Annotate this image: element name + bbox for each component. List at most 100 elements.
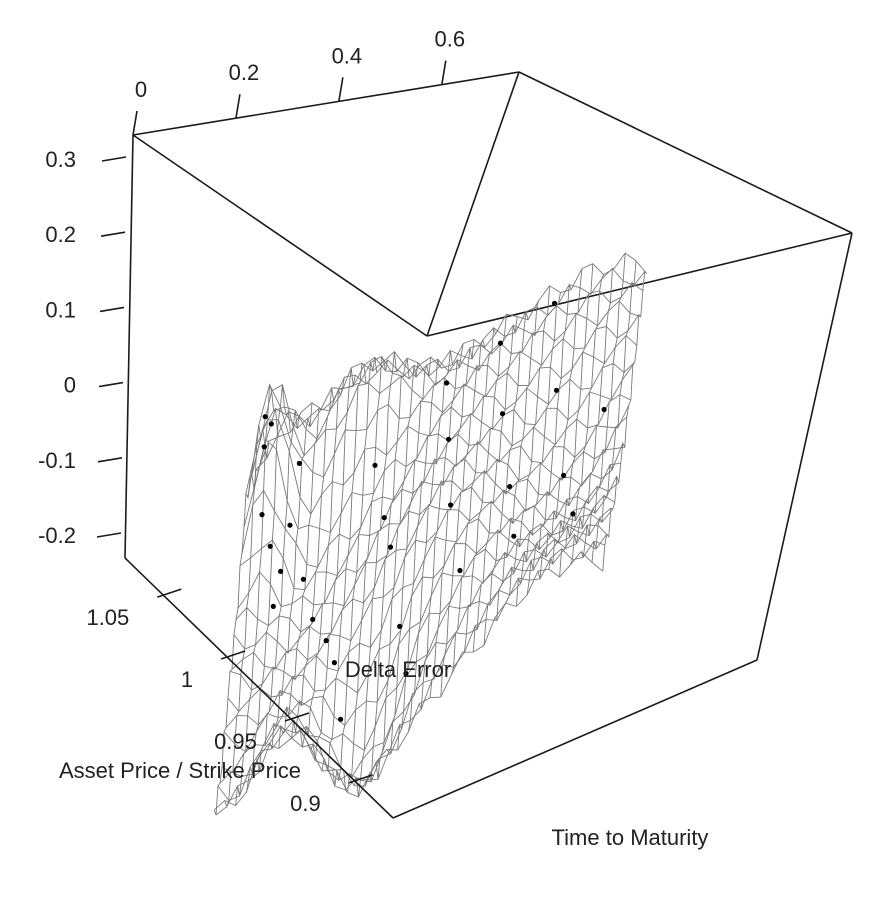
data-point xyxy=(287,522,293,528)
mesh-col xyxy=(569,267,615,565)
data-point xyxy=(387,544,394,550)
y-tick-label: 1.05 xyxy=(86,605,129,630)
mesh-col xyxy=(548,263,594,570)
data-point xyxy=(497,340,504,346)
data-point xyxy=(457,567,463,574)
mesh-row xyxy=(237,416,628,609)
mesh-col xyxy=(299,377,345,748)
mesh-col xyxy=(245,384,291,793)
mesh-row xyxy=(241,394,632,568)
mesh-col xyxy=(559,274,605,578)
z-tick-label: -0.1 xyxy=(38,448,76,473)
data-point xyxy=(397,623,403,630)
z-tick-label: 0.3 xyxy=(45,147,76,172)
x-tick-label: 0.2 xyxy=(229,60,260,85)
mesh-col xyxy=(591,260,637,563)
x-tick-label: 0.4 xyxy=(332,43,363,68)
box-edge-back xyxy=(426,232,853,337)
data-point xyxy=(296,460,302,466)
data-point xyxy=(507,484,513,490)
mesh-col xyxy=(440,338,486,698)
x-tick-label: 0.6 xyxy=(435,27,466,52)
mesh-col xyxy=(602,270,648,572)
mesh-col xyxy=(451,327,497,675)
mesh-col xyxy=(224,424,270,809)
mesh-col xyxy=(494,300,540,622)
x-tick-label: 0 xyxy=(135,77,147,102)
box-edge-back xyxy=(132,134,428,337)
y-axis-label: Asset Price / Strike Price xyxy=(59,758,301,783)
x-axis-label: Time to Maturity xyxy=(552,825,709,850)
data-point xyxy=(446,436,452,442)
box-back-edges xyxy=(132,71,853,337)
data-point xyxy=(278,568,284,575)
data-point xyxy=(262,414,268,420)
data-point xyxy=(561,472,567,478)
mesh-col xyxy=(267,402,313,750)
data-point xyxy=(551,300,558,306)
data-point xyxy=(310,616,316,623)
y-tick-mark xyxy=(284,712,310,722)
y-tick-label: 0.95 xyxy=(214,729,257,754)
data-point xyxy=(553,387,560,393)
y-tick-label: 1 xyxy=(181,667,193,692)
data-point xyxy=(338,716,344,722)
z-tick-mark xyxy=(101,156,127,162)
box-front-edges xyxy=(124,71,853,819)
z-tick-mark xyxy=(100,231,126,237)
box-edge-back xyxy=(426,71,520,337)
mesh-col xyxy=(483,311,529,646)
mesh-row xyxy=(247,334,638,498)
data-point xyxy=(267,543,273,549)
z-tick-label: 0 xyxy=(64,373,76,398)
box-edge xyxy=(392,659,758,819)
data-point xyxy=(331,660,337,666)
box-edge xyxy=(124,134,134,559)
data-point xyxy=(601,406,607,413)
data-point xyxy=(259,511,265,518)
z-tick-label: -0.2 xyxy=(38,523,76,548)
z-tick-mark xyxy=(96,532,122,538)
mesh-col xyxy=(375,361,421,780)
mesh-col xyxy=(289,387,335,740)
data-points xyxy=(259,300,607,722)
mesh-col xyxy=(472,316,518,653)
data-point xyxy=(323,638,329,644)
mesh-col xyxy=(235,384,280,806)
x-tick-mark xyxy=(235,94,241,119)
box-edge xyxy=(124,557,394,819)
mesh-col xyxy=(407,350,453,732)
data-point xyxy=(300,576,306,582)
data-point xyxy=(570,511,576,517)
x-tick-mark xyxy=(338,77,344,102)
data-point xyxy=(381,515,387,521)
mesh-row xyxy=(225,494,616,728)
z-tick-mark xyxy=(99,306,125,313)
mesh-col xyxy=(353,351,399,798)
mesh-row xyxy=(243,365,634,534)
mesh-col xyxy=(310,367,356,761)
z-tick-label: 0.2 xyxy=(45,222,76,247)
data-point xyxy=(448,502,454,508)
x-tick-mark xyxy=(441,60,447,85)
data-point xyxy=(372,462,378,468)
box-edge xyxy=(132,71,520,136)
mesh-col xyxy=(580,253,626,558)
z-tick-mark xyxy=(98,381,124,388)
x-axis-ticks: 0 0.2 0.4 0.6 xyxy=(132,27,466,136)
mesh-col xyxy=(515,292,561,607)
x-tick-mark xyxy=(132,110,138,136)
data-point xyxy=(261,444,267,450)
data-point xyxy=(444,380,450,386)
mesh-col xyxy=(505,285,551,604)
surface-mesh xyxy=(213,252,648,816)
mesh-col xyxy=(213,468,259,816)
data-point xyxy=(268,421,274,427)
data-point xyxy=(511,533,517,539)
y-tick-mark xyxy=(220,650,246,660)
mesh-col xyxy=(397,359,442,751)
mesh-col xyxy=(462,314,507,654)
mesh-col xyxy=(429,339,475,698)
box-edge xyxy=(518,71,853,234)
